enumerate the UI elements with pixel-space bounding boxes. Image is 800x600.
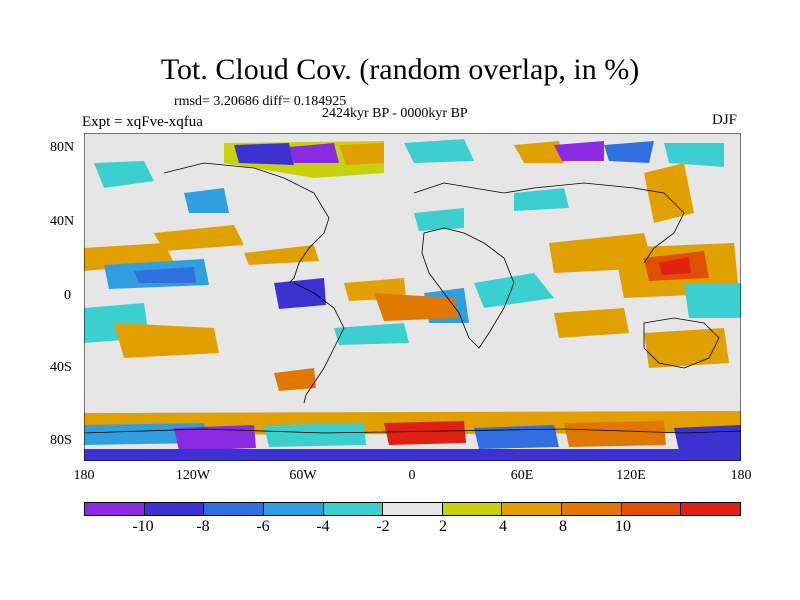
colorbar-swatch <box>442 503 503 515</box>
anomaly-patch <box>664 143 724 167</box>
arctic-anomalies <box>224 139 724 178</box>
colorbar-swatch <box>85 503 145 515</box>
colorbar-swatch <box>383 503 443 515</box>
colorbar-swatch <box>502 503 563 515</box>
anomaly-patch <box>514 188 569 211</box>
lon-tick-60e: 60E <box>510 468 534 483</box>
lon-tick-120w: 120W <box>175 468 211 483</box>
anomaly-patch <box>374 293 459 321</box>
colorbar-swatch <box>204 503 264 515</box>
anomaly-patch <box>684 283 741 318</box>
colorbar-swatch <box>681 503 741 515</box>
colorbar-label: 10 <box>615 518 631 535</box>
cloud-cover-map <box>83 132 742 462</box>
anomaly-patch <box>554 141 604 161</box>
antarctic-anomalies <box>84 411 741 461</box>
anomaly-patch <box>404 139 474 163</box>
anomaly-patch <box>564 421 666 447</box>
anomaly-patch <box>174 425 256 451</box>
colorbar-label: -10 <box>132 518 154 535</box>
colorbar-label: -8 <box>196 518 210 535</box>
anomaly-patch <box>134 267 196 283</box>
anomaly-patch <box>674 425 741 451</box>
coast-eurasia <box>413 182 685 264</box>
period-label: 2424kyr BP - 0000kyr BP <box>322 106 468 121</box>
lon-tick-120e: 120E <box>616 468 646 483</box>
anomaly-patch <box>154 225 244 251</box>
lat-tick-40n: 40N <box>50 214 75 229</box>
colorbar <box>84 502 741 516</box>
colorbar-label: -6 <box>256 518 270 535</box>
lat-tick-0: 0 <box>64 288 71 303</box>
figure-title: Tot. Cloud Cov. (random overlap, in %) <box>160 53 640 86</box>
anomaly-patch <box>554 308 629 338</box>
sh-midlatitude-anomalies <box>114 308 729 391</box>
coast-australia <box>643 317 720 369</box>
anomaly-patch <box>274 368 316 391</box>
anomaly-patch <box>339 143 384 165</box>
coast-south-america <box>293 282 345 404</box>
colorbar-swatch <box>621 503 682 515</box>
colorbar-label: 8 <box>559 518 567 535</box>
anomaly-patch <box>264 423 366 447</box>
anomaly-patch <box>184 188 229 213</box>
experiment-label: Expt = xqFve-xqfua <box>82 114 203 130</box>
anomaly-patch <box>474 425 559 449</box>
anomaly-patch <box>244 245 319 265</box>
map-panel <box>83 132 742 462</box>
anomaly-patch <box>274 278 326 309</box>
lon-tick-180e: 180 <box>730 468 752 483</box>
anomaly-patch <box>114 323 219 358</box>
colorbar-swatch <box>323 503 384 515</box>
stats-label: rmsd= 3.20686 diff= 0.184925 <box>174 94 347 109</box>
colorbar-label: -2 <box>376 518 390 535</box>
lon-tick-180w: 180 <box>73 468 95 483</box>
colorbar-label: 4 <box>499 518 507 535</box>
colorbar-swatch <box>263 503 324 515</box>
coast-antarctica <box>83 428 742 434</box>
anomaly-patch <box>514 141 564 163</box>
anomaly-patch <box>644 163 694 223</box>
anomaly-patch <box>474 273 554 308</box>
colorbar-label: -4 <box>316 518 330 535</box>
anomaly-patch <box>334 323 409 345</box>
anomaly-patch <box>384 421 466 445</box>
lat-tick-80s: 80S <box>50 433 72 448</box>
colorbar-label: 2 <box>439 518 447 535</box>
anomaly-patch <box>94 161 154 188</box>
anomaly-patch <box>289 143 339 163</box>
anomaly-patch <box>414 208 464 231</box>
colorbar-swatch <box>562 503 622 515</box>
tropical-anomalies <box>84 233 741 343</box>
anomaly-patch <box>644 328 729 368</box>
nh-midlatitude-anomalies <box>94 161 694 251</box>
season-label: DJF <box>712 112 738 128</box>
lat-tick-80n: 80N <box>50 140 75 155</box>
anomaly-patch <box>84 449 741 461</box>
lon-tick-60w: 60W <box>289 468 317 483</box>
anomaly-patch <box>234 143 294 165</box>
colorbar-swatch <box>144 503 205 515</box>
coastlines <box>83 162 742 434</box>
lon-tick-0: 0 <box>408 468 416 483</box>
lat-tick-40s: 40S <box>50 360 72 375</box>
coast-north-america <box>163 162 330 284</box>
coast-africa <box>421 227 515 349</box>
anomaly-patch <box>659 257 691 275</box>
anomaly-patch <box>604 141 654 163</box>
